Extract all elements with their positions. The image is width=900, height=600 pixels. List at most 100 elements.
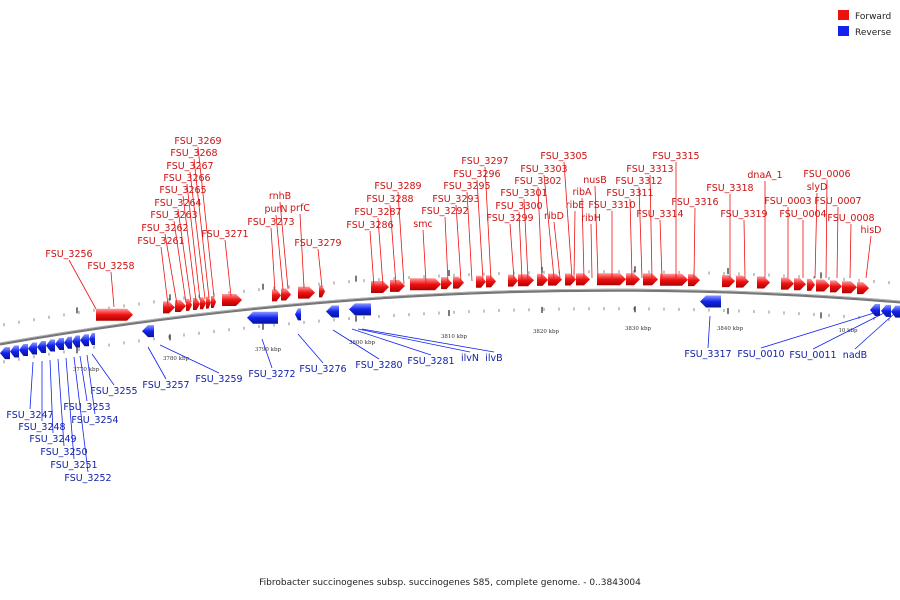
forward-label-ribe[interactable]: ribE: [566, 200, 585, 211]
reverse-gene[interactable]: [0, 347, 10, 360]
reverse-label-fsu-3272[interactable]: FSU_3272: [248, 369, 295, 380]
forward-label-fsu-3258[interactable]: FSU_3258: [87, 261, 134, 272]
reverse-label-fsu-3252[interactable]: FSU_3252: [64, 473, 111, 484]
reverse-gene[interactable]: [349, 303, 371, 316]
forward-label-fsu-3261[interactable]: FSU_3261: [137, 236, 184, 247]
forward-gene[interactable]: [319, 285, 325, 298]
forward-label-purn[interactable]: purN: [264, 204, 287, 215]
forward-gene[interactable]: [660, 273, 688, 286]
forward-gene[interactable]: [476, 275, 486, 288]
forward-label-fsu-3269[interactable]: FSU_3269: [174, 136, 221, 147]
reverse-label-fsu-3281[interactable]: FSU_3281: [407, 356, 454, 367]
reverse-label-ilvn[interactable]: ilvN: [461, 353, 479, 364]
forward-label-fsu-3262[interactable]: FSU_3262: [141, 223, 188, 234]
forward-gene[interactable]: [842, 281, 857, 294]
forward-label-dnaa-1[interactable]: dnaA_1: [747, 170, 782, 181]
forward-label-fsu-0008[interactable]: FSU_0008: [827, 213, 874, 224]
reverse-label-fsu-3255[interactable]: FSU_3255: [90, 386, 137, 397]
forward-gene[interactable]: [96, 308, 133, 321]
forward-gene[interactable]: [857, 282, 869, 295]
forward-gene[interactable]: [807, 278, 815, 291]
forward-gene[interactable]: [816, 279, 830, 292]
reverse-label-fsu-3247[interactable]: FSU_3247: [6, 410, 53, 421]
forward-label-fsu-3289[interactable]: FSU_3289: [374, 181, 421, 192]
forward-gene[interactable]: [206, 296, 211, 309]
forward-label-fsu-3292[interactable]: FSU_3292: [421, 206, 468, 217]
forward-label-hisd[interactable]: hisD: [861, 225, 882, 236]
forward-label-ribd[interactable]: ribD: [544, 211, 564, 222]
reverse-label-fsu-3254[interactable]: FSU_3254: [71, 415, 118, 426]
forward-gene[interactable]: [576, 273, 590, 286]
forward-gene[interactable]: [441, 277, 452, 290]
forward-gene[interactable]: [453, 276, 464, 289]
reverse-gene[interactable]: [72, 335, 80, 348]
forward-gene[interactable]: [794, 278, 806, 291]
forward-gene[interactable]: [688, 274, 700, 287]
forward-label-rnhb[interactable]: rnhB: [269, 191, 291, 202]
forward-label-fsu-3266[interactable]: FSU_3266: [163, 173, 210, 184]
forward-label-fsu-3268[interactable]: FSU_3268: [170, 148, 217, 159]
forward-label-fsu-3303[interactable]: FSU_3303: [520, 164, 567, 175]
forward-label-fsu-3293[interactable]: FSU_3293: [432, 194, 479, 205]
reverse-label-fsu-0010[interactable]: FSU_0010: [737, 349, 784, 360]
forward-gene[interactable]: [486, 275, 496, 288]
reverse-gene[interactable]: [89, 333, 95, 346]
forward-label-riba[interactable]: ribA: [572, 187, 592, 198]
reverse-gene[interactable]: [326, 305, 339, 318]
forward-label-fsu-3305[interactable]: FSU_3305: [540, 151, 587, 162]
forward-gene[interactable]: [597, 273, 626, 286]
reverse-gene[interactable]: [10, 345, 19, 358]
forward-label-fsu-3265[interactable]: FSU_3265: [159, 185, 206, 196]
forward-label-fsu-3316[interactable]: FSU_3316: [671, 197, 718, 208]
forward-gene[interactable]: [830, 280, 842, 293]
reverse-gene[interactable]: [142, 325, 154, 338]
forward-label-fsu-0003[interactable]: FSU_0003: [764, 196, 811, 207]
reverse-label-fsu-3249[interactable]: FSU_3249: [29, 434, 76, 445]
forward-gene[interactable]: [211, 296, 216, 309]
forward-label-prfc[interactable]: prfC: [290, 203, 310, 214]
reverse-label-fsu-3280[interactable]: FSU_3280: [355, 360, 402, 371]
forward-label-fsu-3273[interactable]: FSU_3273: [247, 217, 294, 228]
reverse-label-fsu-3257[interactable]: FSU_3257: [142, 380, 189, 391]
forward-gene[interactable]: [281, 288, 291, 301]
reverse-gene[interactable]: [881, 304, 891, 317]
reverse-label-fsu-3248[interactable]: FSU_3248: [18, 422, 65, 433]
forward-gene[interactable]: [518, 274, 534, 287]
forward-gene[interactable]: [272, 289, 281, 302]
forward-label-fsu-3318[interactable]: FSU_3318: [706, 183, 753, 194]
forward-label-fsu-3313[interactable]: FSU_3313: [626, 164, 673, 175]
reverse-gene[interactable]: [80, 334, 89, 347]
forward-label-fsu-3295[interactable]: FSU_3295: [443, 181, 490, 192]
reverse-label-fsu-3253[interactable]: FSU_3253: [63, 402, 110, 413]
forward-label-fsu-3287[interactable]: FSU_3287: [354, 207, 401, 218]
forward-gene[interactable]: [722, 275, 735, 288]
forward-gene[interactable]: [298, 286, 315, 299]
forward-label-slyd[interactable]: slyD: [807, 182, 828, 193]
reverse-gene[interactable]: [19, 343, 28, 356]
forward-label-fsu-3312[interactable]: FSU_3312: [615, 176, 662, 187]
forward-gene[interactable]: [186, 298, 192, 311]
forward-gene[interactable]: [736, 275, 749, 288]
forward-label-fsu-3263[interactable]: FSU_3263: [150, 210, 197, 221]
forward-label-ribh[interactable]: ribH: [581, 213, 601, 224]
reverse-gene[interactable]: [55, 338, 64, 351]
reverse-label-fsu-3250[interactable]: FSU_3250: [40, 447, 87, 458]
forward-label-fsu-3299[interactable]: FSU_3299: [486, 213, 533, 224]
forward-gene[interactable]: [193, 298, 200, 311]
forward-label-fsu-3302[interactable]: FSU_3302: [514, 176, 561, 187]
reverse-gene[interactable]: [64, 336, 72, 349]
forward-gene[interactable]: [200, 297, 206, 310]
forward-gene[interactable]: [537, 273, 548, 286]
forward-gene[interactable]: [371, 280, 389, 293]
reverse-gene[interactable]: [247, 311, 278, 324]
reverse-label-ilvb[interactable]: ilvB: [485, 353, 502, 364]
forward-label-nusb[interactable]: nusB: [583, 175, 607, 186]
reverse-gene[interactable]: [46, 339, 55, 352]
forward-gene[interactable]: [410, 278, 441, 291]
forward-gene[interactable]: [508, 274, 518, 287]
reverse-label-fsu-3276[interactable]: FSU_3276: [299, 364, 346, 375]
forward-label-fsu-3288[interactable]: FSU_3288: [366, 194, 413, 205]
forward-label-fsu-3319[interactable]: FSU_3319: [720, 209, 767, 220]
forward-label-fsu-3297[interactable]: FSU_3297: [461, 156, 508, 167]
reverse-gene[interactable]: [700, 295, 721, 308]
